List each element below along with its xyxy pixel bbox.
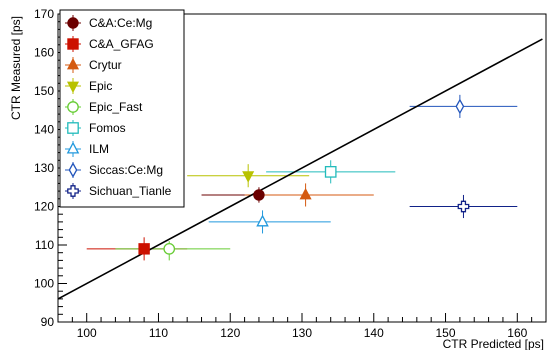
marker-cross (457, 200, 470, 213)
legend-label: Epic_Fast (89, 100, 143, 114)
y-tick-label: 90 (41, 315, 55, 329)
y-tick-label: 140 (34, 123, 54, 137)
legend-marker (66, 57, 80, 70)
data-point (138, 243, 150, 255)
marker-triangle-up (66, 57, 80, 70)
marker-triangle-down (242, 171, 255, 183)
marker-circle (253, 189, 265, 201)
legend-marker (67, 38, 79, 50)
legend-label: Crytur (89, 58, 122, 72)
x-tick-label: 150 (436, 326, 456, 340)
legend-marker (67, 17, 79, 29)
marker-square (67, 38, 79, 50)
data-point (163, 243, 176, 255)
marker-triangle-up (66, 141, 80, 154)
x-tick-label: 110 (149, 326, 168, 340)
data-point (299, 187, 312, 200)
legend-marker (66, 81, 80, 94)
marker-square (67, 122, 79, 134)
markers-layer (138, 98, 470, 255)
x-tick-label: 120 (220, 326, 240, 340)
x-tick-label: 140 (364, 326, 384, 340)
data-point (457, 200, 470, 213)
axes-layer: 100 110 120 130 140 150 160 90 100 110 120 130 140 15… (34, 7, 547, 340)
data-point (455, 98, 465, 115)
legend-marker (67, 101, 79, 113)
y-tick-label: 150 (34, 84, 54, 98)
data-point (324, 165, 337, 178)
fit-line (57, 38, 543, 300)
data-point (242, 171, 255, 183)
marker-diamond (68, 162, 78, 178)
legend-label: ILM (89, 142, 109, 156)
legend-label: C&A:Ce:Mg (89, 16, 152, 30)
x-tick-label: 130 (292, 326, 312, 340)
marker-circle (67, 101, 79, 113)
marker-triangle-up (299, 187, 312, 200)
y-tick-label: 100 (34, 277, 54, 291)
legend-label: Sichuan_Tianle (89, 184, 172, 198)
marker-triangle-up (256, 214, 269, 227)
legend-label: Epic (89, 79, 112, 93)
fit-line-layer (57, 38, 543, 300)
y-axis-title: CTR Measured [ps] (9, 16, 23, 120)
y-tick-label: 170 (34, 7, 54, 21)
data-point (256, 214, 269, 227)
legend: C&A:Ce:Mg C&A_GFAG Crytur Epic Epic_Fast Fomo… (59, 9, 185, 208)
y-tick-label: 120 (34, 200, 54, 214)
x-tick-label: 100 (77, 326, 97, 340)
data-point (253, 189, 265, 201)
legend-marker (67, 185, 79, 197)
legend-label: Fomos (89, 121, 126, 135)
legend-label: Siccas:Ce:Mg (89, 163, 163, 177)
marker-square (324, 165, 337, 178)
y-tick-label: 110 (35, 238, 54, 252)
marker-circle (163, 243, 176, 255)
legend-label: C&A_GFAG (89, 37, 154, 51)
marker-diamond (455, 98, 465, 115)
marker-triangle-down (66, 81, 80, 94)
legend-marker (67, 122, 79, 134)
legend-marker (66, 141, 80, 154)
x-axis-title: CTR Predicted [ps] (443, 337, 544, 350)
marker-circle (67, 17, 79, 29)
x-tick-label: 160 (507, 326, 527, 340)
y-tick-label: 130 (34, 161, 54, 175)
legend-marker (68, 162, 78, 178)
legend-box (59, 9, 185, 208)
y-tick-label: 160 (34, 46, 54, 60)
marker-square (138, 243, 150, 255)
marker-cross (67, 185, 79, 197)
